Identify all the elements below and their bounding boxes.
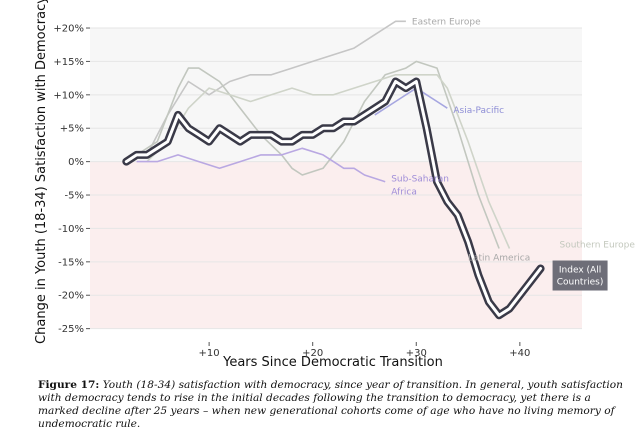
series-label-sub-saharan-africa: Sub-Saharan xyxy=(391,175,449,185)
series-line-eastern-europe xyxy=(146,20,406,156)
index-label-box xyxy=(552,260,608,291)
y-tick-label: -10% xyxy=(58,224,84,235)
y-tick-label: -20% xyxy=(58,291,84,302)
y-tick-label: -15% xyxy=(58,257,84,268)
negative-region-shading xyxy=(90,161,582,329)
caption-text: Youth (18-34) satisfaction with democrac… xyxy=(38,379,624,430)
y-axis-label: Change in Youth (18-34) Satisfaction wit… xyxy=(34,0,49,344)
series-label-latin-america: Latin America xyxy=(468,253,530,263)
y-tick-label: -25% xyxy=(58,324,84,335)
series-label-eastern-europe: Eastern Europe xyxy=(412,17,481,27)
y-tick-label: +10% xyxy=(53,90,84,101)
series-line-latin-america xyxy=(136,60,500,249)
series-label-sub-saharan-africa: Africa xyxy=(391,188,417,198)
y-tick-label: +5% xyxy=(60,124,84,135)
series-line-index-all-countries-inner xyxy=(124,80,543,317)
x-tick-label: +20 xyxy=(302,348,323,359)
series-label-index-all-countries: Index (All xyxy=(559,266,601,276)
y-tick-label: +20% xyxy=(53,24,84,35)
x-tick-label: +10 xyxy=(199,348,220,359)
series-line-southern-europe xyxy=(146,74,511,249)
x-tick-label: +30 xyxy=(406,348,427,359)
series-label-index-all-countries: Countries) xyxy=(557,278,604,288)
figure-caption: Figure 17: Youth (18-34) satisfaction wi… xyxy=(38,379,628,431)
series-line-sub-saharan-africa xyxy=(136,147,386,183)
caption-label: Figure 17: xyxy=(38,379,100,391)
line-chart: +20% +15% +10% +5% 0% -5% -10% -15% -20% -25% +10… xyxy=(34,0,635,370)
y-tick-label: -5% xyxy=(65,191,84,202)
y-tick-label: 0% xyxy=(68,157,84,168)
x-axis-label: Years Since Democratic Transition xyxy=(222,355,443,370)
y-tick-label: +15% xyxy=(53,57,84,68)
series-label-southern-europe: Southern Europe xyxy=(559,240,635,250)
x-tick-label: +40 xyxy=(509,348,530,359)
series-label-asia-pacific: Asia-Pacific xyxy=(453,106,504,116)
